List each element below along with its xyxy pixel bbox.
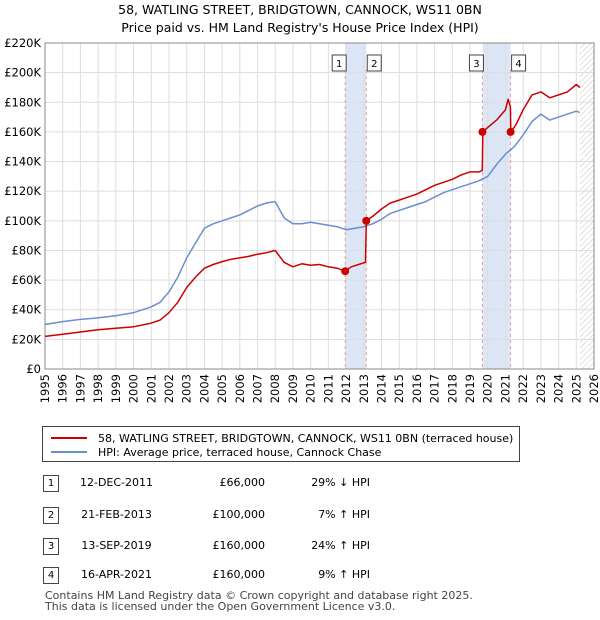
sale-number-badge: 1 <box>43 475 59 492</box>
x-tick-label: 2016 <box>410 374 424 403</box>
sale-number-badge: 4 <box>43 567 59 584</box>
sale-annotation-box <box>468 54 484 72</box>
x-tick-label: 2004 <box>197 374 211 403</box>
x-tick-label: 2017 <box>428 374 442 403</box>
x-tick-label: 2012 <box>339 374 353 403</box>
y-tick-label: £120K <box>4 184 41 198</box>
sale-annotation-label: 4 <box>515 59 521 70</box>
highlight-band <box>482 43 511 369</box>
x-tick-label: 1999 <box>109 374 123 403</box>
sale-row: 3 13-SEP-2019 £160,000 24% ↑ HPI <box>0 538 600 558</box>
sale-price: £66,000 <box>219 476 266 489</box>
x-tick-label: 2008 <box>268 374 282 403</box>
legend-item-property: 58, WATLING STREET, BRIDGTOWN, CANNOCK, … <box>51 431 513 445</box>
legend-item-hpi: HPI: Average price, terraced house, Cann… <box>51 445 381 459</box>
x-tick-label: 1998 <box>91 374 105 403</box>
legend-swatch-hpi <box>51 451 87 453</box>
hpi-line <box>44 110 581 326</box>
x-tick-label: 2026 <box>587 374 600 403</box>
footer-notice: Contains HM Land Registry data © Crown c… <box>45 590 473 612</box>
forecast-hatch <box>579 43 594 369</box>
x-tick-label: 2007 <box>251 374 265 403</box>
sale-number-badge: 3 <box>43 538 59 555</box>
sale-price: £160,000 <box>212 568 266 581</box>
sale-point <box>506 127 515 136</box>
x-tick-label: 1995 <box>38 374 52 403</box>
property-price-line <box>44 83 581 338</box>
sale-date: 21-FEB-2013 <box>81 508 152 521</box>
sale-annotation-label: 3 <box>473 59 479 70</box>
x-tick-label: 2022 <box>516 374 530 403</box>
sale-row: 4 16-APR-2021 £160,000 9% ↑ HPI <box>0 567 600 587</box>
x-tick-label: 1997 <box>73 374 87 403</box>
y-tick-label: £80K <box>12 243 42 257</box>
y-tick-label: £40K <box>12 303 42 317</box>
chart-title-block: 58, WATLING STREET, BRIDGTOWN, CANNOCK, … <box>0 1 600 37</box>
x-tick-label: 2006 <box>233 374 247 403</box>
x-tick-label: 2023 <box>534 374 548 403</box>
x-tick-label: 2019 <box>463 374 477 403</box>
x-tick-label: 2020 <box>481 374 495 403</box>
sale-row: 2 21-FEB-2013 £100,000 7% ↑ HPI <box>0 507 600 527</box>
x-tick-label: 2003 <box>180 374 194 403</box>
x-tick-label: 1996 <box>56 374 70 403</box>
sale-hpi-diff: 29% ↓ HPI <box>311 476 370 489</box>
x-tick-label: 2021 <box>498 374 512 403</box>
highlight-band <box>345 43 367 369</box>
x-tick-label: 2015 <box>392 374 406 403</box>
sale-date: 16-APR-2021 <box>80 568 153 581</box>
legend-label-property: 58, WATLING STREET, BRIDGTOWN, CANNOCK, … <box>98 431 514 445</box>
sale-hpi-diff: 9% ↑ HPI <box>318 568 370 581</box>
legend-swatch-property <box>51 437 87 439</box>
x-tick-label: 2005 <box>215 374 229 403</box>
sale-hpi-diff: 24% ↑ HPI <box>311 539 370 552</box>
x-tick-label: 2011 <box>321 374 335 403</box>
x-tick-label: 2009 <box>286 374 300 403</box>
sale-point <box>478 127 487 136</box>
plot-frame <box>44 42 595 370</box>
sale-annotation-box <box>511 54 527 72</box>
sale-annotation-label: 1 <box>336 59 342 70</box>
sale-date: 12-DEC-2011 <box>79 476 154 489</box>
legend-label-hpi: HPI: Average price, terraced house, Cann… <box>98 445 382 459</box>
footer-copyright: Contains HM Land Registry data © Crown c… <box>45 589 473 602</box>
sale-price: £100,000 <box>212 508 266 521</box>
chart-subtitle: Price paid vs. HM Land Registry's House … <box>121 20 479 35</box>
x-tick-label: 2025 <box>569 374 583 403</box>
sale-price: £160,000 <box>212 539 266 552</box>
chart-legend: 58, WATLING STREET, BRIDGTOWN, CANNOCK, … <box>42 426 520 462</box>
sale-hpi-diff: 7% ↑ HPI <box>318 508 370 521</box>
sale-annotation-box <box>366 54 382 72</box>
price-chart: £0 £20K £40K £60K £80K £100K £120K £140K £160K £1… <box>4 36 600 403</box>
y-tick-label: £200K <box>4 66 41 80</box>
y-tick-label: £0 <box>26 362 41 376</box>
footer-license: This data is licensed under the Open Gov… <box>45 600 396 613</box>
plot-area <box>45 43 594 369</box>
x-tick-label: 2018 <box>445 374 459 403</box>
x-tick-label: 2001 <box>144 374 158 403</box>
y-tick-label: £160K <box>4 125 41 139</box>
sale-date: 13-SEP-2019 <box>81 539 152 552</box>
y-tick-label: £180K <box>4 95 41 109</box>
chart-title: 58, WATLING STREET, BRIDGTOWN, CANNOCK, … <box>118 2 482 17</box>
x-tick-label: 2010 <box>304 374 318 403</box>
sale-point <box>362 216 371 225</box>
y-tick-label: £20K <box>12 332 42 346</box>
y-tick-label: £100K <box>4 214 41 228</box>
y-tick-label: £220K <box>4 36 41 50</box>
y-tick-label: £140K <box>4 155 41 169</box>
y-tick-label: £60K <box>12 273 42 287</box>
sale-number-badge: 2 <box>43 507 59 524</box>
x-tick-label: 2000 <box>127 374 141 403</box>
sale-annotation-box <box>331 54 347 72</box>
x-tick-label: 2014 <box>374 374 388 403</box>
sale-row: 1 12-DEC-2011 £66,000 29% ↓ HPI <box>0 475 600 495</box>
sale-annotation-label: 2 <box>371 59 377 70</box>
x-tick-label: 2002 <box>162 374 176 403</box>
x-tick-label: 2024 <box>552 374 566 403</box>
sale-point <box>341 267 350 276</box>
x-tick-label: 2013 <box>357 374 371 403</box>
